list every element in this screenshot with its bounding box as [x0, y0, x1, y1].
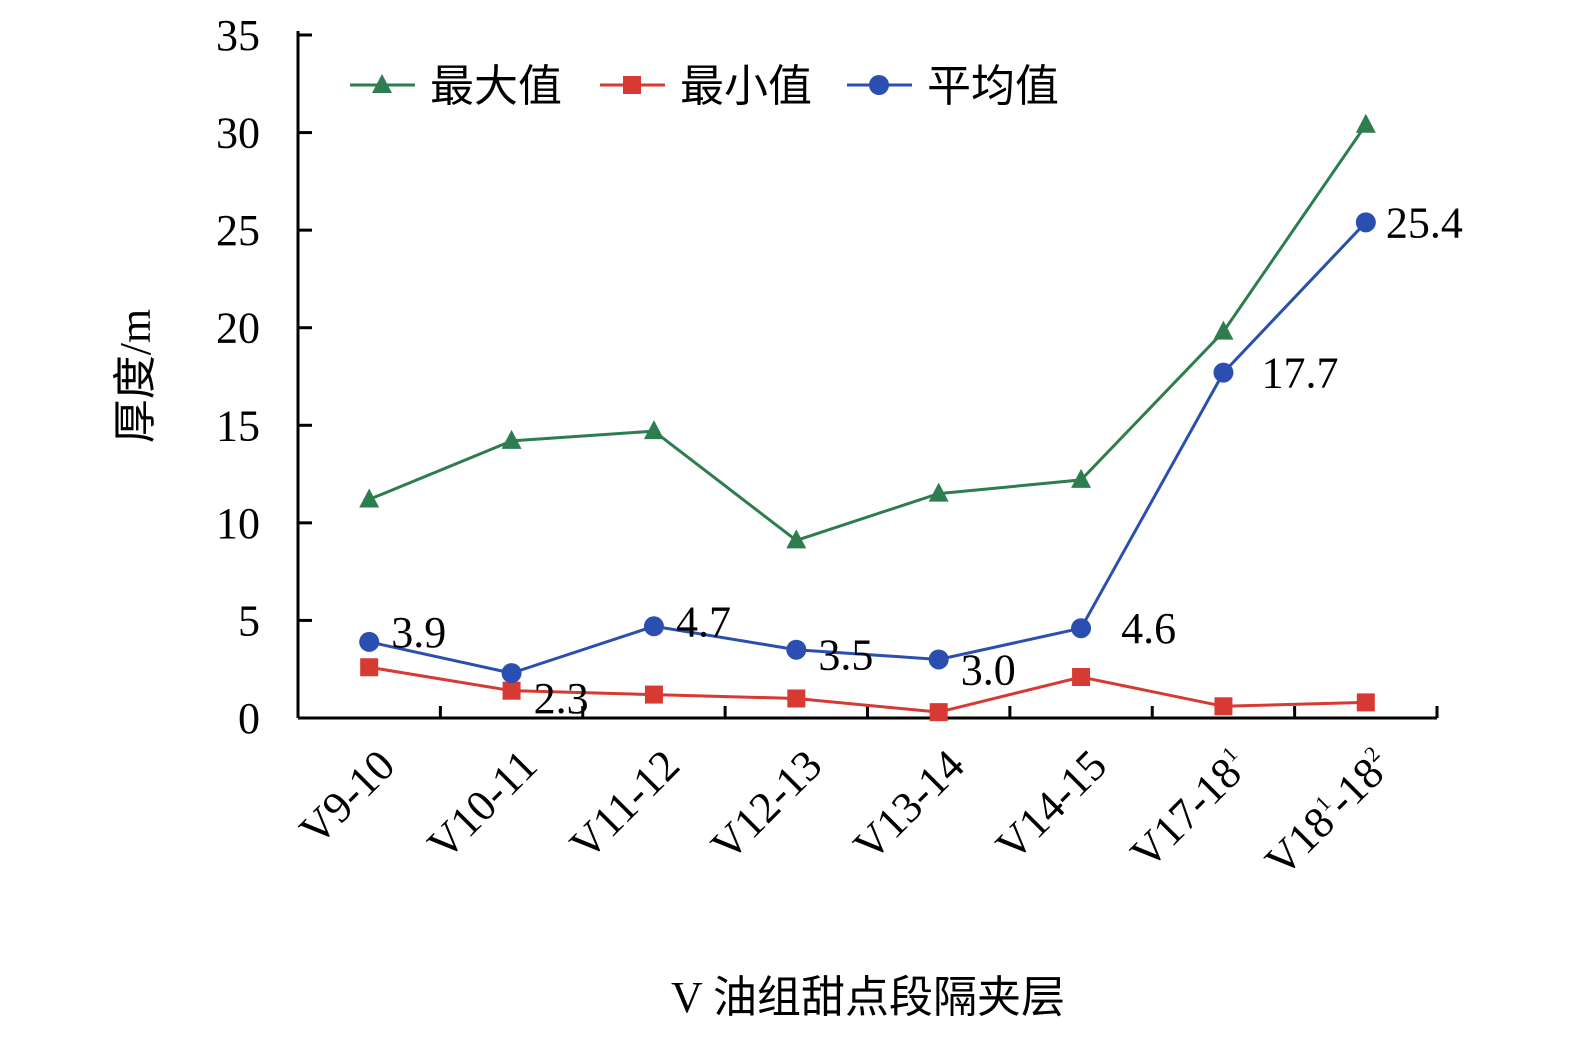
x-axis-title: V 油组甜点段隔夹层	[671, 973, 1065, 1022]
data-point	[1214, 697, 1233, 716]
data-label: 17.7	[1261, 349, 1338, 398]
legend-item: 平均值	[847, 62, 1059, 111]
data-label: 25.4	[1386, 198, 1463, 247]
series-line	[368, 665, 1366, 714]
data-point	[1213, 320, 1234, 340]
data-point	[786, 529, 807, 549]
data-point	[1071, 468, 1092, 488]
x-tick-label: V9-10	[290, 740, 404, 854]
data-point	[928, 649, 949, 670]
series-line	[368, 221, 1367, 675]
data-label: 3.0	[961, 645, 1016, 694]
y-tick-label: 0	[238, 694, 260, 743]
y-tick-label: 15	[216, 401, 260, 450]
legend-item: 最大值	[350, 62, 562, 111]
x-tick-label: V181-182	[1256, 740, 1401, 885]
data-label: 3.9	[391, 608, 446, 657]
data-point	[644, 685, 663, 704]
x-tick-label: V10-11	[418, 740, 547, 869]
data-label: 2.3	[534, 674, 589, 723]
data-point	[359, 631, 380, 652]
x-tick-label: V17-181	[1121, 740, 1258, 877]
series-triangle	[359, 113, 1376, 549]
data-point	[623, 76, 641, 94]
legend: 最大值 最小值 平均值	[350, 62, 1059, 111]
y-tick-label: 10	[216, 499, 260, 548]
data-point	[643, 420, 664, 440]
y-tick-label: 35	[216, 11, 260, 60]
data-point	[643, 616, 664, 637]
legend-item: 最小值	[600, 62, 812, 111]
data-point	[501, 429, 522, 449]
x-axis-ticks: V9-10 V10-11 V11-12 V12-13 V13-14 V14-15 V17-1…	[290, 706, 1439, 886]
y-tick-label: 5	[238, 596, 260, 645]
y-axis-title: 厚度/m	[111, 309, 160, 443]
data-point	[359, 488, 380, 508]
x-tick-label: V13-14	[844, 740, 974, 870]
data-point	[372, 74, 392, 93]
data-point	[501, 663, 522, 684]
data-point	[1356, 693, 1375, 712]
y-tick-label: 20	[216, 304, 260, 353]
data-point	[787, 689, 806, 708]
data-label: 4.6	[1121, 604, 1176, 653]
data-point	[869, 75, 889, 95]
data-label: 4.7	[676, 597, 731, 646]
y-tick-label: 25	[216, 206, 260, 255]
data-point	[1072, 668, 1091, 687]
data-point	[1355, 113, 1376, 133]
series-square	[360, 658, 1375, 722]
data-point	[928, 482, 949, 502]
y-axis-ticks: 0 5 10 15 20 25 30 35	[216, 11, 312, 743]
data-point	[929, 703, 948, 722]
data-point	[1213, 362, 1234, 383]
data-point	[502, 681, 521, 700]
legend-label: 平均值	[927, 62, 1059, 111]
series-line	[368, 123, 1368, 543]
data-point	[360, 658, 379, 677]
y-tick-label: 30	[216, 109, 260, 158]
data-labels: 3.9 2.3 4.7 3.5 3.0 4.6 17.7 25.4	[391, 198, 1463, 723]
legend-label: 最大值	[430, 62, 562, 111]
x-tick-label: V14-15	[986, 740, 1116, 870]
x-tick-label: V11-12	[560, 740, 689, 869]
x-tick-label: V12-13	[702, 740, 832, 870]
data-point	[786, 639, 807, 660]
data-point	[1071, 618, 1092, 639]
series-circle	[359, 212, 1376, 684]
legend-label: 最小值	[680, 62, 812, 111]
data-point	[1355, 212, 1376, 233]
series-group	[359, 113, 1376, 722]
data-label: 3.5	[818, 631, 873, 680]
